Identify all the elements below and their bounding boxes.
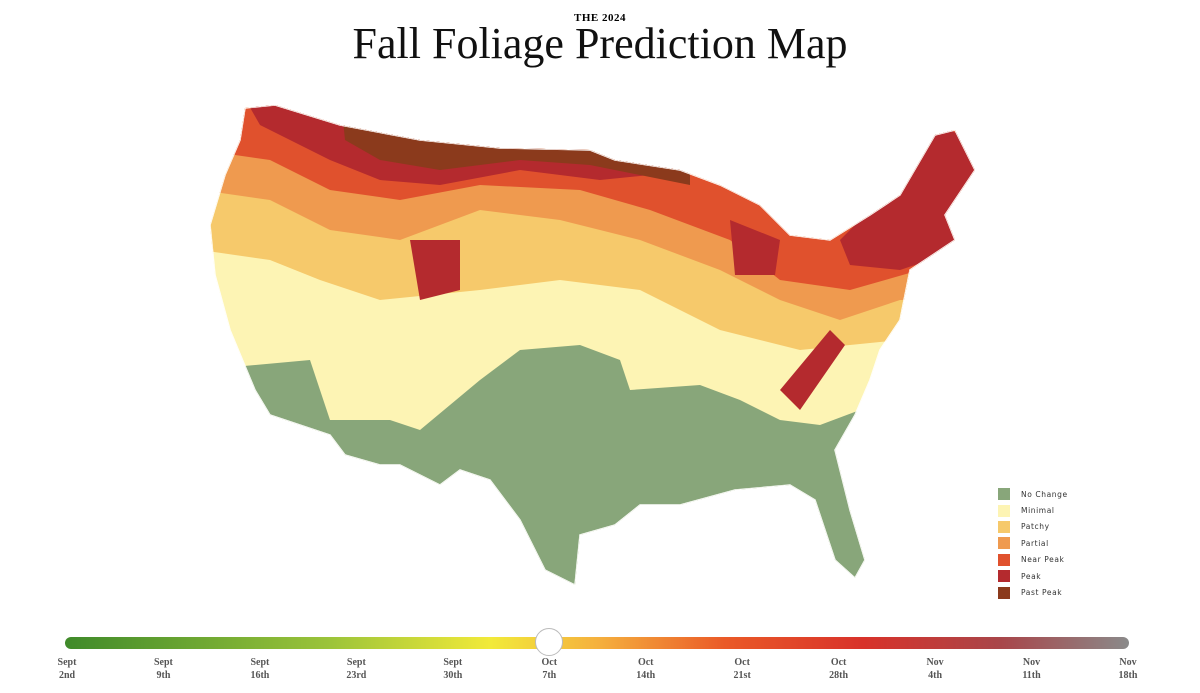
timeline-month: Oct xyxy=(830,657,847,668)
timeline-label[interactable]: Sept 23rd xyxy=(326,656,386,682)
timeline-day: 28th xyxy=(829,670,849,681)
legend-item: Past Peak xyxy=(998,584,1068,600)
legend-swatch xyxy=(998,586,1010,599)
timeline-month: Sept xyxy=(250,657,270,668)
timeline-month: Sept xyxy=(443,657,463,668)
timeline-day: 7th xyxy=(542,670,557,681)
timeline-month: Nov xyxy=(1119,657,1137,668)
timeline-label[interactable]: Nov 18th xyxy=(1098,656,1158,682)
legend-label: No Change xyxy=(1021,489,1068,499)
timeline-month: Nov xyxy=(1022,657,1041,668)
timeline-day: 9th xyxy=(156,670,171,681)
timeline-day: 23rd xyxy=(346,670,367,681)
title: Fall Foliage Prediction Map xyxy=(352,19,848,68)
legend-item: Partial xyxy=(998,535,1068,551)
us-map xyxy=(210,105,975,585)
timeline-month: Oct xyxy=(637,657,654,668)
legend-swatch xyxy=(998,504,1010,517)
timeline-label[interactable]: Sept 2nd xyxy=(37,656,97,682)
legend-swatch xyxy=(998,488,1010,501)
legend-label: Past Peak xyxy=(1021,588,1063,598)
timeline-label[interactable]: Nov 11th xyxy=(1002,656,1062,682)
legend-item: Minimal xyxy=(998,502,1068,518)
timeline-day: 14th xyxy=(636,670,656,681)
legend-label: Patchy xyxy=(1021,522,1050,532)
timeline-month: Sept xyxy=(57,657,77,668)
timeline-day: 21st xyxy=(733,670,751,681)
timeline-month: Sept xyxy=(346,657,366,668)
legend-swatch xyxy=(998,520,1010,533)
timeline-day: 4th xyxy=(928,670,943,681)
legend-swatch xyxy=(998,537,1010,550)
legend-item: Patchy xyxy=(998,519,1068,535)
timeline-label[interactable]: Oct 28th xyxy=(809,656,869,682)
legend-item: Near Peak xyxy=(998,552,1068,568)
timeline-day: 2nd xyxy=(58,670,76,681)
timeline-label[interactable]: Oct 21st xyxy=(712,656,772,682)
legend-label: Near Peak xyxy=(1021,555,1065,565)
legend-label: Minimal xyxy=(1021,506,1055,516)
legend-label: Partial xyxy=(1021,538,1049,548)
legend-label: Peak xyxy=(1021,571,1042,581)
timeline-month: Oct xyxy=(541,657,558,668)
timeline-month: Nov xyxy=(926,657,944,668)
timeline-label[interactable]: Oct 14th xyxy=(616,656,676,682)
pretitle: THE 2024 xyxy=(574,12,626,24)
timeline-label[interactable]: Sept 30th xyxy=(423,656,483,682)
timeline-label[interactable]: Sept 16th xyxy=(230,656,290,682)
timeline-knob[interactable] xyxy=(535,628,564,656)
timeline-month: Oct xyxy=(734,657,750,668)
timeline-label[interactable]: Oct 7th xyxy=(519,656,579,682)
timeline-track[interactable] xyxy=(65,637,1129,649)
timeline-month: Sept xyxy=(154,657,173,668)
timeline-day: 30th xyxy=(443,670,463,681)
timeline-day: 18th xyxy=(1118,670,1138,681)
timeline-label[interactable]: Nov 4th xyxy=(905,656,965,682)
legend-swatch xyxy=(998,553,1010,566)
timeline-label[interactable]: Sept 9th xyxy=(133,656,193,682)
legend-swatch xyxy=(998,570,1010,583)
legend: No Change Minimal Patchy Partial Near Peak Pe… xyxy=(998,486,1068,601)
legend-item: Peak xyxy=(998,568,1068,584)
timeline-day: 16th xyxy=(250,670,270,681)
map-regions xyxy=(210,105,975,585)
timeline-day: 11th xyxy=(1022,670,1041,681)
legend-item: No Change xyxy=(998,486,1068,502)
